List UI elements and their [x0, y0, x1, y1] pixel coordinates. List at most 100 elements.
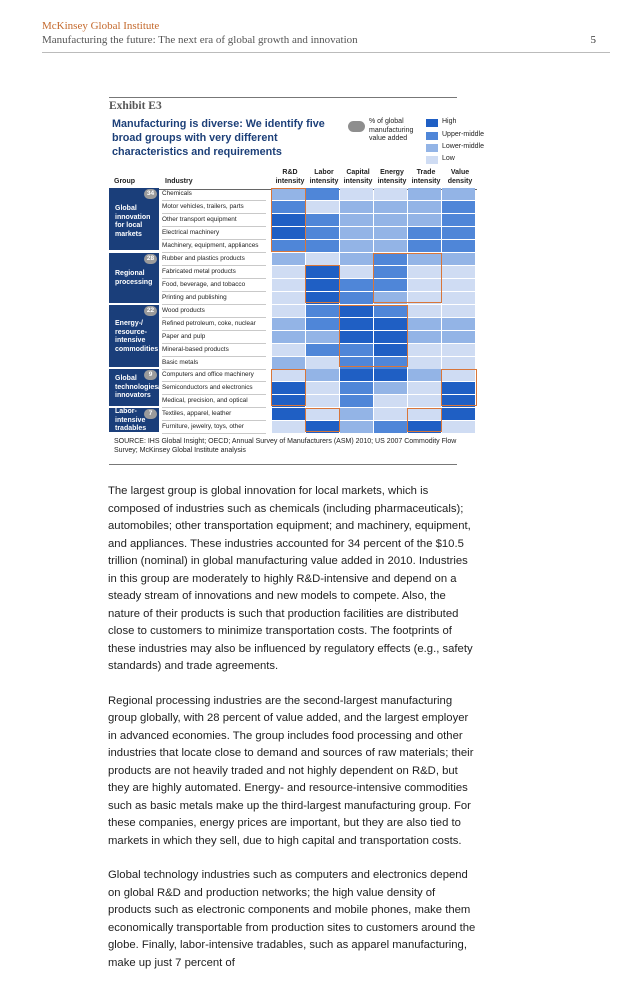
heatmap-cell — [442, 240, 475, 252]
heatmap-cell — [306, 266, 339, 278]
heatmap-cell — [340, 279, 373, 291]
heatmap-cell — [442, 227, 475, 239]
group-label-labor-intensive: Labor-intensive tradables — [115, 408, 147, 432]
industry-label: Mineral-based products — [162, 344, 266, 357]
industry-label: Machinery, equipment, appliances — [162, 240, 266, 253]
header-rule — [42, 52, 610, 53]
legend-swatch — [426, 132, 438, 140]
share-circle-icon — [348, 121, 365, 132]
heatmap-cell — [340, 227, 373, 239]
heatmap-cell — [306, 214, 339, 226]
page-number: 5 — [590, 34, 597, 46]
share-badge-regional-processing: 28 — [144, 254, 157, 264]
exhibit-label: Exhibit E3 — [109, 100, 162, 112]
heatmap-cell — [442, 395, 475, 407]
heatmap-cell — [374, 292, 407, 304]
heatmap-cell — [408, 188, 441, 200]
exhibit-source: SOURCE: IHS Global Insight; OECD; Annual… — [114, 438, 457, 454]
body-paragraph: The largest group is global innovation f… — [108, 485, 473, 672]
heatmap-cell — [340, 395, 373, 407]
heatmap-cell — [272, 382, 305, 394]
highlight-technologies-value — [441, 369, 477, 406]
heatmap-cell — [340, 188, 373, 200]
heatmap-cell — [408, 408, 441, 420]
heatmap-cell — [374, 344, 407, 356]
heatmap-cell — [408, 318, 441, 330]
heatmap-cell — [306, 369, 339, 381]
publisher-name: McKinsey Global Institute — [42, 20, 160, 32]
industry-label: Basic metals — [162, 357, 266, 370]
legend-swatch — [426, 119, 438, 127]
heatmap-cell — [306, 408, 339, 420]
group-label-regional-processing: Regional processing — [115, 270, 153, 286]
body-paragraph: Regional processing industries are the s… — [108, 694, 474, 847]
share-badge-global-technologies: 9 — [144, 370, 157, 380]
heatmap-cell — [306, 421, 339, 433]
legend-swatch — [426, 156, 438, 164]
heatmap-cell — [374, 305, 407, 317]
heatmap-cell — [272, 357, 305, 369]
share-badge-global-innovation: 34 — [144, 189, 157, 199]
heatmap-cell — [272, 240, 305, 252]
heatmap-cell — [408, 369, 441, 381]
heatmap-cell — [374, 201, 407, 213]
heatmap-cell — [442, 305, 475, 317]
group-label-global-innovation: Global innovation for local markets — [115, 205, 151, 238]
heatmap-cell — [374, 421, 407, 433]
highlight-labor-trade — [407, 408, 442, 432]
industry-label: Textiles, apparel, leather — [162, 408, 266, 421]
heatmap-cell — [374, 240, 407, 252]
heatmap-cell — [306, 318, 339, 330]
heatmap-cell — [306, 305, 339, 317]
heatmap-cell — [442, 266, 475, 278]
heatmap-cell — [408, 240, 441, 252]
heatmap-cell — [442, 188, 475, 200]
industry-label: Rubber and plastics products — [162, 253, 266, 266]
heatmap-cell — [340, 201, 373, 213]
heatmap-cell — [442, 421, 475, 433]
heatmap-cell — [340, 292, 373, 304]
heatmap-cell — [442, 292, 475, 304]
heatmap-cell — [408, 292, 441, 304]
column-header-rd: R&D intensity — [275, 169, 305, 185]
highlight-global-innovation-rd — [271, 188, 306, 252]
industry-label: Printing and publishing — [162, 292, 266, 305]
heatmap-cell — [408, 344, 441, 356]
heatmap-cell — [374, 408, 407, 420]
heatmap-cell — [306, 240, 339, 252]
column-header-labor: Labor intensity — [309, 169, 339, 185]
heatmap-cell — [442, 369, 475, 381]
heatmap-cell — [272, 214, 305, 226]
heatmap-cell — [306, 344, 339, 356]
legend-swatch — [426, 144, 438, 152]
heatmap-cell — [340, 214, 373, 226]
heatmap-cell — [272, 305, 305, 317]
heatmap-cell — [408, 201, 441, 213]
heatmap-cell — [442, 318, 475, 330]
heatmap-cell — [408, 382, 441, 394]
heatmap-cell — [306, 382, 339, 394]
heatmap-cell — [374, 188, 407, 200]
heatmap-cell — [340, 369, 373, 381]
heatmap-cell — [442, 214, 475, 226]
heatmap-cell — [374, 369, 407, 381]
heatmap-cell — [340, 253, 373, 265]
industry-label: Paper and pulp — [162, 331, 266, 344]
legend-label: High — [442, 118, 457, 125]
group-label-energy-resource: Energy-/ resource-intensive commodities — [115, 320, 159, 353]
heatmap-cell — [306, 227, 339, 239]
heatmap-cell — [340, 344, 373, 356]
heatmap-cell — [306, 188, 339, 200]
heatmap-cell — [272, 279, 305, 291]
heatmap-cell — [272, 369, 305, 381]
heatmap-cell — [272, 201, 305, 213]
heatmap-cell — [272, 344, 305, 356]
heatmap-cell — [374, 253, 407, 265]
heatmap-cell — [306, 253, 339, 265]
heatmap-cell — [374, 214, 407, 226]
heatmap-cell — [272, 253, 305, 265]
share-badge-energy-resource: 22 — [144, 306, 157, 316]
heatmap-cell — [272, 292, 305, 304]
heatmap-cell — [272, 227, 305, 239]
industry-label: Furniture, jewelry, toys, other — [162, 421, 266, 434]
